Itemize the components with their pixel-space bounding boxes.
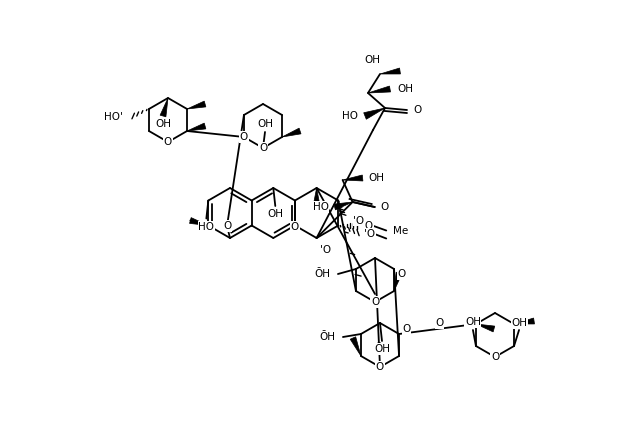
Text: O: O <box>259 143 267 153</box>
Text: O: O <box>371 297 379 307</box>
Text: ŌH: ŌH <box>319 332 335 342</box>
Polygon shape <box>334 202 353 210</box>
Text: OH: OH <box>155 119 171 129</box>
Text: HO: HO <box>342 111 358 121</box>
Text: ŌH: ŌH <box>374 344 390 354</box>
Text: OH: OH <box>397 84 413 94</box>
Text: O: O <box>223 221 231 231</box>
Polygon shape <box>282 128 301 137</box>
Polygon shape <box>314 188 319 201</box>
Text: O: O <box>240 132 248 142</box>
Text: 'O: 'O <box>319 245 331 255</box>
Text: O: O <box>402 324 410 334</box>
Text: O: O <box>381 202 389 212</box>
Text: OH: OH <box>257 119 273 129</box>
Polygon shape <box>187 101 206 109</box>
Polygon shape <box>187 123 206 131</box>
Text: O: O <box>413 105 421 115</box>
Text: OH: OH <box>268 209 284 219</box>
Text: OH: OH <box>465 317 481 327</box>
Polygon shape <box>514 318 534 324</box>
Text: O: O <box>291 221 299 232</box>
Text: 'O: 'O <box>353 216 364 226</box>
Text: O: O <box>397 269 405 279</box>
Polygon shape <box>189 218 209 226</box>
Polygon shape <box>350 337 361 356</box>
Polygon shape <box>368 86 390 93</box>
Text: ŌH: ŌH <box>314 269 330 279</box>
Text: HO': HO' <box>104 112 123 122</box>
Text: HO: HO <box>198 221 214 232</box>
Text: OH: OH <box>364 55 380 65</box>
Text: HO: HO <box>312 202 328 212</box>
Polygon shape <box>380 68 401 74</box>
Text: 'O: 'O <box>364 229 376 239</box>
Text: O: O <box>164 137 172 147</box>
Polygon shape <box>342 175 363 181</box>
Text: 'O: 'O <box>362 221 373 231</box>
Text: O: O <box>435 318 444 328</box>
Polygon shape <box>394 272 402 291</box>
Text: OH: OH <box>511 318 527 328</box>
Text: Me: Me <box>393 226 408 235</box>
Polygon shape <box>364 108 385 119</box>
Polygon shape <box>160 98 168 117</box>
Polygon shape <box>476 324 495 332</box>
Text: OH: OH <box>369 173 385 183</box>
Text: O: O <box>491 352 499 362</box>
Text: O: O <box>376 362 384 372</box>
